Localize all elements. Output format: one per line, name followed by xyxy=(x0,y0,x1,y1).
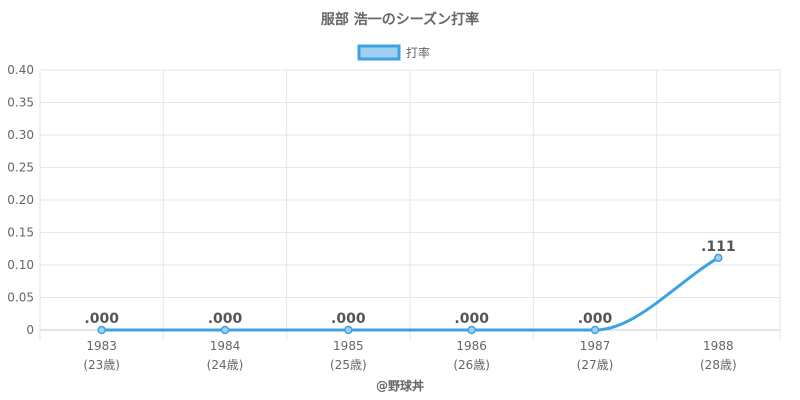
y-tick-label: 0.40 xyxy=(7,63,34,77)
credit-label: @野球丼 xyxy=(376,378,424,393)
x-tick-label: 1984 xyxy=(210,339,241,353)
legend: 打率 xyxy=(357,44,430,61)
legend-swatch xyxy=(357,44,401,61)
y-tick-label: 0.20 xyxy=(7,193,34,207)
data-label: .000 xyxy=(454,311,489,327)
x-tick-label: 1988 xyxy=(703,339,734,353)
data-label: .111 xyxy=(701,239,736,255)
y-tick-label: 0 xyxy=(26,323,34,337)
data-labels: .000 .000 .000 .000 .000 .111 xyxy=(84,239,735,327)
data-label: .000 xyxy=(84,311,119,327)
data-point xyxy=(467,325,476,335)
x-tick-label: 1986 xyxy=(456,339,487,353)
y-axis: 0 0.05 0.10 0.15 0.20 0.25 0.30 0.35 0.40 xyxy=(7,63,34,337)
data-point xyxy=(590,325,600,335)
data-label: .000 xyxy=(331,311,366,327)
y-tick-label: 0.10 xyxy=(7,258,34,272)
y-tick-label: 0.35 xyxy=(7,96,34,110)
data-point xyxy=(344,325,353,335)
data-points xyxy=(97,253,723,335)
x-tick-sublabel: (28歳) xyxy=(700,358,737,372)
x-tick-label: 1985 xyxy=(333,339,364,353)
grid xyxy=(39,69,781,340)
y-tick-label: 0.25 xyxy=(7,161,34,175)
x-tick-sublabel: (26歳) xyxy=(453,358,490,372)
x-tick-label: 1987 xyxy=(580,339,611,353)
y-tick-label: 0.15 xyxy=(7,226,34,240)
x-tick-sublabel: (24歳) xyxy=(207,358,244,372)
y-tick-label: 0.30 xyxy=(7,128,34,142)
x-tick-sublabel: (25歳) xyxy=(330,358,367,372)
x-tick-sublabel: (23歳) xyxy=(83,358,120,372)
x-axis: 1983 (23歳) 1984 (24歳) 1985 (25歳) 1986 (26歳) 1987… xyxy=(83,339,736,372)
data-point xyxy=(714,253,723,263)
data-point xyxy=(97,325,106,335)
data-label: .000 xyxy=(578,311,613,327)
x-tick-label: 1983 xyxy=(86,339,117,353)
data-label: .000 xyxy=(208,311,243,327)
series-line-path xyxy=(101,256,720,332)
data-point xyxy=(220,325,230,335)
series-line xyxy=(101,256,720,332)
legend-label: 打率 xyxy=(406,45,430,60)
x-tick-sublabel: (27歳) xyxy=(577,358,614,372)
y-tick-label: 0.05 xyxy=(7,291,34,305)
chart-title: 服部 浩一のシーズン打率 xyxy=(321,11,479,28)
